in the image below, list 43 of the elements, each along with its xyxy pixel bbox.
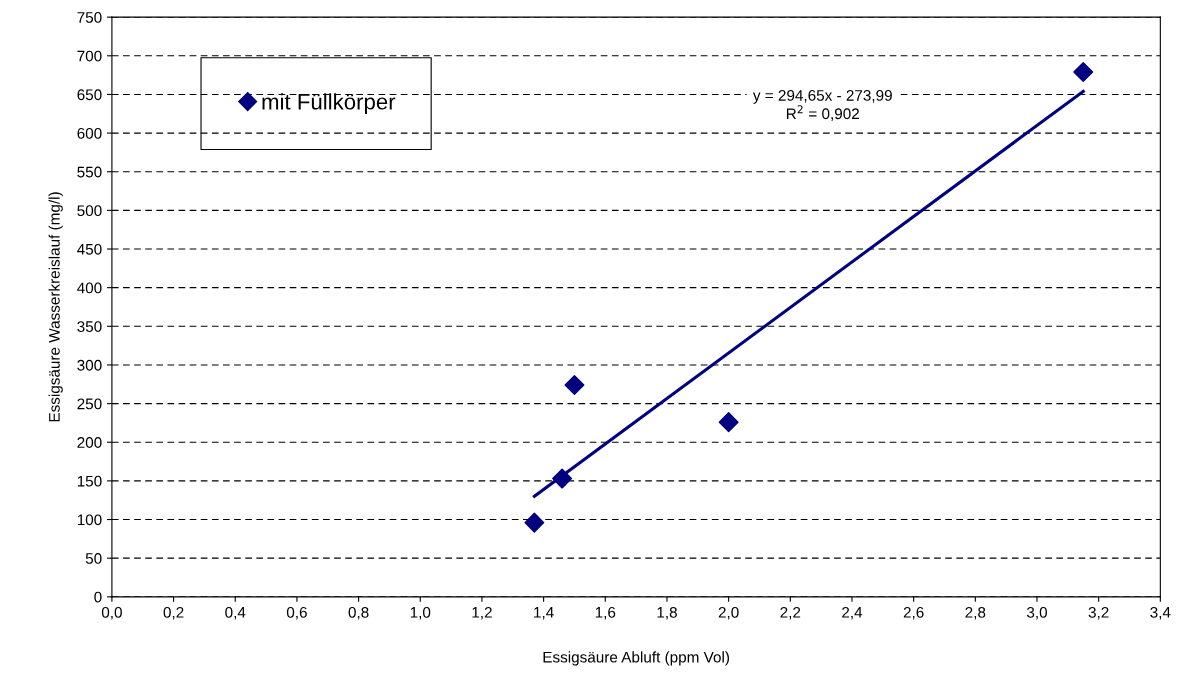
- y-axis-title: Essigsäure Wasserkreislauf (mg/l): [48, 192, 63, 422]
- x-tick-label: 2,8: [965, 606, 986, 620]
- x-tick-label: 0,6: [286, 606, 307, 620]
- legend-label: mit Füllkörper: [262, 93, 396, 114]
- y-tick-label: 50: [85, 553, 102, 564]
- x-tick-label: 2,6: [903, 606, 924, 620]
- y-tick-label: 450: [77, 243, 102, 255]
- x-tick-label: 3,4: [1150, 606, 1171, 620]
- x-tick-label: 2,0: [718, 606, 739, 620]
- x-tick-label: 3,0: [1026, 606, 1048, 620]
- x-axis-title: Essigsäure Abluft (ppm Vol): [543, 651, 730, 666]
- y-tick-label: 0: [94, 591, 102, 603]
- y-tick-label: 700: [77, 50, 102, 62]
- y-tick-label: 400: [77, 282, 102, 294]
- x-tick-label: 0,0: [101, 606, 122, 620]
- annotation: y = 294,65x - 273,99 R$^{2}$ = 0,902: [752, 90, 892, 121]
- point: [1073, 62, 1094, 83]
- x-tick-label: 0,2: [163, 606, 184, 620]
- y-tick-label: 500: [77, 205, 102, 217]
- x-tick-label: 1,2: [472, 606, 492, 620]
- y-tick-label: 750: [77, 12, 102, 23]
- x-tick-label: 1,6: [595, 606, 616, 620]
- x-tick-label: 2,4: [842, 606, 863, 620]
- x-tick-label: 1,0: [410, 606, 431, 620]
- x-tick-label: 1,4: [534, 607, 554, 620]
- point: [564, 375, 585, 396]
- y-tick-label: 250: [77, 398, 102, 410]
- point: [524, 512, 545, 533]
- y-tick-label: 100: [77, 514, 102, 526]
- point: [718, 412, 739, 433]
- y-tick-label: 350: [77, 321, 102, 332]
- y-tick-label: 150: [77, 475, 102, 487]
- x-tick-label: 1,8: [657, 606, 677, 620]
- x-tick-label: 2,2: [780, 606, 801, 620]
- y-tick-label: 550: [77, 166, 102, 178]
- y-tick-label: 300: [77, 359, 102, 371]
- y-tick-label: 600: [77, 127, 102, 139]
- x-tick-label: 0,4: [225, 606, 246, 620]
- y-tick-label: 200: [77, 437, 102, 448]
- y-tick-label: 650: [77, 89, 102, 101]
- point: [552, 468, 573, 489]
- x-tick-label: 0,8: [348, 606, 369, 620]
- x-tick-label: 3,2: [1088, 606, 1109, 620]
